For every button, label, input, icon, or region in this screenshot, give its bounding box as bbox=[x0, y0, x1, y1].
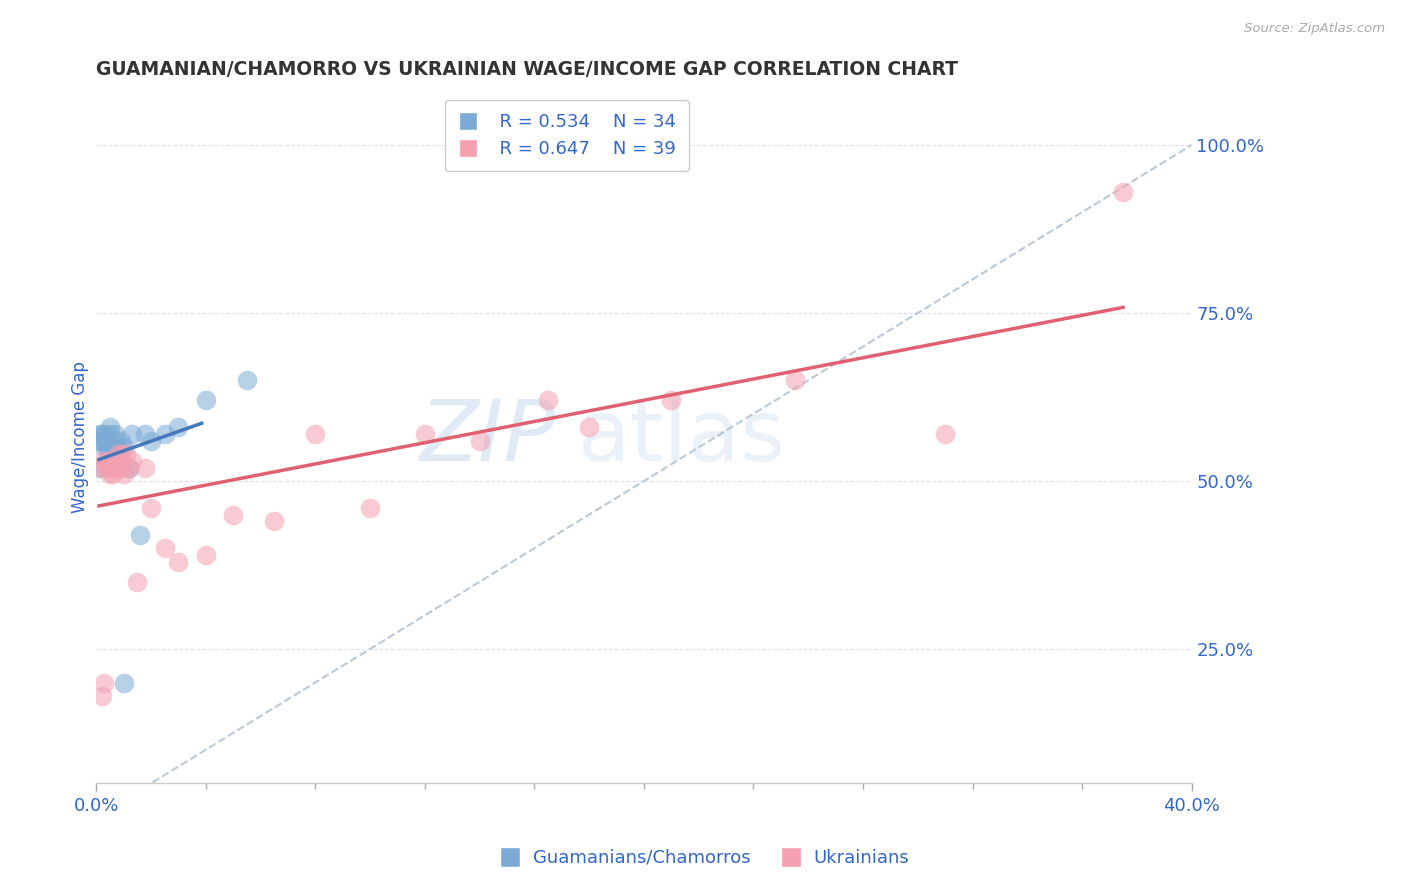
Text: atlas: atlas bbox=[578, 396, 786, 479]
Point bbox=[112, 675, 135, 690]
Point bbox=[104, 454, 127, 468]
Point bbox=[359, 500, 381, 515]
Point bbox=[107, 441, 129, 455]
Point bbox=[194, 393, 217, 408]
Point bbox=[1112, 185, 1135, 199]
Point bbox=[107, 447, 129, 461]
Point bbox=[104, 426, 127, 441]
Point bbox=[90, 454, 112, 468]
Point bbox=[98, 447, 121, 461]
Point bbox=[110, 460, 132, 475]
Point bbox=[96, 454, 118, 468]
Point bbox=[167, 555, 190, 569]
Point bbox=[263, 514, 285, 528]
Point bbox=[87, 426, 110, 441]
Point bbox=[112, 441, 135, 455]
Point bbox=[115, 447, 138, 461]
Point bbox=[90, 460, 112, 475]
Text: GUAMANIAN/CHAMORRO VS UKRAINIAN WAGE/INCOME GAP CORRELATION CHART: GUAMANIAN/CHAMORRO VS UKRAINIAN WAGE/INC… bbox=[96, 60, 957, 78]
Point bbox=[90, 426, 112, 441]
Point bbox=[96, 441, 118, 455]
Point bbox=[578, 420, 600, 434]
Point bbox=[222, 508, 245, 522]
Point bbox=[121, 426, 143, 441]
Point bbox=[98, 460, 121, 475]
Point bbox=[304, 426, 326, 441]
Point bbox=[107, 447, 129, 461]
Point bbox=[93, 434, 115, 448]
Point bbox=[194, 548, 217, 562]
Point bbox=[127, 574, 149, 589]
Point bbox=[87, 434, 110, 448]
Point bbox=[101, 467, 124, 482]
Point bbox=[104, 454, 127, 468]
Point bbox=[93, 426, 115, 441]
Point bbox=[101, 447, 124, 461]
Point bbox=[537, 393, 560, 408]
Point bbox=[934, 426, 956, 441]
Point bbox=[659, 393, 682, 408]
Point bbox=[96, 434, 118, 448]
Text: Source: ZipAtlas.com: Source: ZipAtlas.com bbox=[1244, 22, 1385, 36]
Point bbox=[139, 434, 162, 448]
Point bbox=[87, 460, 110, 475]
Point bbox=[104, 434, 127, 448]
Legend:   R = 0.534    N = 34,   R = 0.647    N = 39: R = 0.534 N = 34, R = 0.647 N = 39 bbox=[444, 100, 689, 170]
Point bbox=[101, 454, 124, 468]
Point bbox=[98, 467, 121, 482]
Point bbox=[90, 689, 112, 703]
Point bbox=[98, 426, 121, 441]
Point bbox=[468, 434, 491, 448]
Point bbox=[118, 460, 141, 475]
Point bbox=[107, 460, 129, 475]
Point bbox=[134, 426, 156, 441]
Point bbox=[153, 541, 176, 556]
Point bbox=[98, 454, 121, 468]
Point bbox=[783, 373, 806, 387]
Point bbox=[139, 500, 162, 515]
Legend: Guamanians/Chamorros, Ukrainians: Guamanians/Chamorros, Ukrainians bbox=[489, 842, 917, 874]
Point bbox=[112, 467, 135, 482]
Point bbox=[118, 460, 141, 475]
Point bbox=[413, 426, 436, 441]
Point bbox=[110, 434, 132, 448]
Point bbox=[96, 454, 118, 468]
Point bbox=[96, 434, 118, 448]
Point bbox=[101, 441, 124, 455]
Point bbox=[134, 460, 156, 475]
Point bbox=[98, 420, 121, 434]
Point bbox=[101, 460, 124, 475]
Point bbox=[236, 373, 259, 387]
Text: ZIP: ZIP bbox=[420, 396, 557, 479]
Point bbox=[110, 447, 132, 461]
Point bbox=[121, 454, 143, 468]
Point bbox=[153, 426, 176, 441]
Point bbox=[93, 441, 115, 455]
Point bbox=[93, 675, 115, 690]
Point bbox=[96, 460, 118, 475]
Point bbox=[167, 420, 190, 434]
Point bbox=[129, 527, 152, 541]
Point bbox=[98, 441, 121, 455]
Y-axis label: Wage/Income Gap: Wage/Income Gap bbox=[72, 361, 89, 513]
